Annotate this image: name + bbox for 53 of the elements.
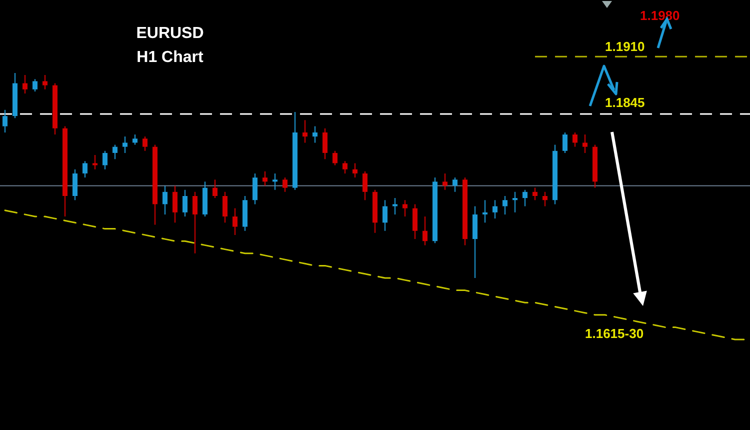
candlestick xyxy=(422,216,428,246)
candlestick xyxy=(582,134,588,154)
candlestick xyxy=(172,185,178,224)
candlestick xyxy=(392,198,398,215)
annotation: 1.1845 xyxy=(605,95,645,110)
candlestick xyxy=(282,177,288,192)
candlestick xyxy=(532,187,538,201)
candlestick xyxy=(162,185,168,215)
candlestick xyxy=(262,170,268,186)
candlestick xyxy=(122,136,128,154)
candlestick xyxy=(322,128,328,160)
chart-title: EURUSD xyxy=(136,25,204,42)
candlestick xyxy=(232,208,238,236)
candlestick xyxy=(382,200,388,232)
candlestick xyxy=(302,120,308,144)
candlestick xyxy=(332,150,338,166)
candlestick xyxy=(22,74,28,94)
candlestick xyxy=(522,189,528,207)
candlestick xyxy=(42,74,48,90)
candlestick xyxy=(102,150,108,170)
candlestick xyxy=(482,200,488,224)
candlestick xyxy=(82,160,88,178)
candlestick xyxy=(192,191,198,254)
candlestick xyxy=(442,172,448,190)
candlestick xyxy=(112,144,118,160)
text: 1.1980 xyxy=(640,8,680,23)
candlestick xyxy=(182,189,188,217)
candlestick xyxy=(312,126,318,144)
candlestick xyxy=(502,196,508,215)
candlestick xyxy=(572,132,578,148)
candlestick xyxy=(342,160,348,174)
candlestick xyxy=(222,191,228,224)
candlestick xyxy=(212,179,218,199)
text: 1.1910 xyxy=(605,39,645,54)
candlestick xyxy=(132,134,138,146)
candlestick xyxy=(542,191,548,207)
candlestick xyxy=(32,78,38,92)
candlestick xyxy=(142,136,148,152)
text: 1.1615-30 xyxy=(585,326,644,341)
candlestick xyxy=(352,162,358,178)
candlestick xyxy=(252,172,258,205)
candlestick xyxy=(362,170,368,201)
candlestick xyxy=(92,154,98,170)
candlestick xyxy=(512,191,518,213)
candlestick xyxy=(492,200,498,220)
candlestick xyxy=(272,172,278,190)
candlestick xyxy=(562,132,568,154)
candlestick xyxy=(402,200,408,217)
candlestick xyxy=(2,109,8,133)
candlestick xyxy=(72,168,78,201)
candlestick xyxy=(452,177,458,192)
candlestick xyxy=(412,204,418,240)
chart-subtitle: H1 Chart xyxy=(136,49,204,66)
